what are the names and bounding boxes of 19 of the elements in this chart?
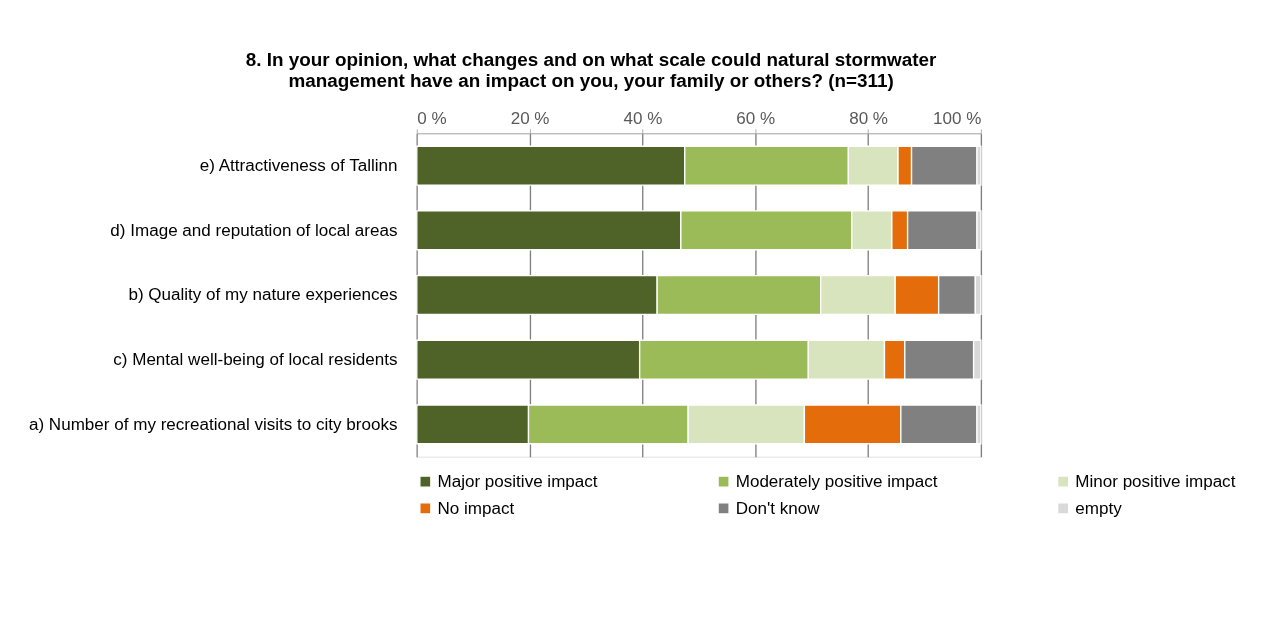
x-tick-label: 80 % bbox=[849, 108, 888, 128]
y-tick-label: c) Mental well-being of local residents bbox=[113, 350, 398, 370]
text: management have an impact on you, your family or others? (n=311) bbox=[288, 69, 894, 91]
legend-label: Moderately positive impact bbox=[735, 472, 938, 492]
y-tick-label: b) Quality of my nature experiences bbox=[128, 285, 398, 305]
y-tick-label: a) Number of my recreational visits to city brooks bbox=[28, 414, 398, 434]
x-tick-label: 100 % bbox=[933, 108, 982, 128]
legend-label: Don't know bbox=[735, 498, 821, 518]
x-tick-label: 40 % bbox=[623, 108, 663, 128]
legend-label: No impact bbox=[437, 498, 515, 518]
y-tick-label: e) Attractiveness of Tallinn bbox=[199, 156, 398, 176]
x-tick-label: 0 % bbox=[417, 108, 447, 128]
text: 8. In your opinion, what changes and on what scale could natural stormwater bbox=[245, 48, 937, 70]
legend-label: Major positive impact bbox=[437, 472, 598, 492]
legend-label: empty bbox=[1075, 498, 1123, 518]
legend-label: Minor positive impact bbox=[1075, 472, 1236, 492]
x-tick-label: 60 % bbox=[736, 108, 776, 128]
y-tick-label: d) Image and reputation of local areas bbox=[110, 220, 398, 240]
x-tick-label: 20 % bbox=[510, 108, 550, 128]
